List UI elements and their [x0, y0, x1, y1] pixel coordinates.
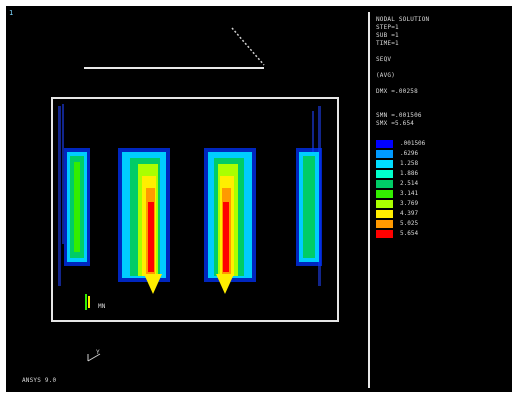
- legend-entry: 4.397: [376, 210, 506, 218]
- legend-entry: 2.514: [376, 180, 506, 188]
- legend-divider: [368, 12, 370, 388]
- legend-entry: 1.258: [376, 160, 506, 168]
- info-line-3: SUB =1: [376, 32, 399, 39]
- legend-color-swatch: [376, 230, 393, 238]
- legend-value-label: 4.397: [400, 210, 419, 217]
- info-line-2: STEP=1: [376, 24, 399, 31]
- legend-entry: .001506: [376, 140, 506, 148]
- legend-entry: 5.025: [376, 220, 506, 228]
- legend-entry: 5.654: [376, 230, 506, 238]
- info-line-6: (AVG): [376, 72, 396, 79]
- legend-color-swatch: [376, 190, 393, 198]
- window-number: 1: [9, 9, 14, 17]
- info-line-5: SEQV: [376, 56, 392, 63]
- legend-color-swatch: [376, 180, 393, 188]
- legend-value-label: 1.886: [400, 170, 419, 177]
- info-line-8: SMN =.001506: [376, 112, 422, 119]
- legend-value-label: 3.769: [400, 200, 419, 207]
- info-line-1: NODAL SOLUTION: [376, 16, 430, 23]
- legend-value-label: 1.258: [400, 160, 419, 167]
- axis-triad: [87, 353, 101, 362]
- legend-value-label: 3.141: [400, 190, 419, 197]
- info-line-9: SMX =5.654: [376, 120, 415, 127]
- legend-color-swatch: [376, 160, 393, 168]
- legend-entry: .6296: [376, 150, 506, 158]
- min-marker: [85, 294, 87, 310]
- legend-color-swatch: [376, 140, 393, 148]
- legend-value-label: 5.654: [400, 230, 419, 237]
- legend-value-label: .6296: [400, 150, 419, 157]
- info-line-4: TIME=1: [376, 40, 399, 47]
- min-marker-label: MN: [98, 303, 106, 310]
- legend-color-swatch: [376, 170, 393, 178]
- legend-color-swatch: [376, 220, 393, 228]
- model-boundary-frame: [51, 97, 339, 322]
- legend-color-swatch: [376, 150, 393, 158]
- legend-entry: 3.141: [376, 190, 506, 198]
- stress-column-1: [64, 148, 90, 266]
- legend-color-swatch: [376, 200, 393, 208]
- legend-color-swatch: [376, 210, 393, 218]
- legend-value-label: .001506: [400, 140, 426, 147]
- stress-column-2: [118, 148, 170, 294]
- top-annotation-arrow: [231, 27, 265, 66]
- stress-column-4: [296, 148, 322, 266]
- legend-value-label: 5.025: [400, 220, 419, 227]
- stress-contour-plot: [58, 104, 322, 310]
- graphics-viewport[interactable]: 1: [6, 6, 512, 392]
- triad-y-label: Y: [96, 349, 100, 356]
- legend-entry: 3.769: [376, 200, 506, 208]
- legend-entry: 1.886: [376, 170, 506, 178]
- stress-column-3: [204, 148, 256, 294]
- info-line-7: DMX =.00258: [376, 88, 418, 95]
- top-annotation-line: [84, 67, 264, 69]
- bottom-caption: ANSYS 9.0: [22, 377, 57, 384]
- legend-value-label: 2.514: [400, 180, 419, 187]
